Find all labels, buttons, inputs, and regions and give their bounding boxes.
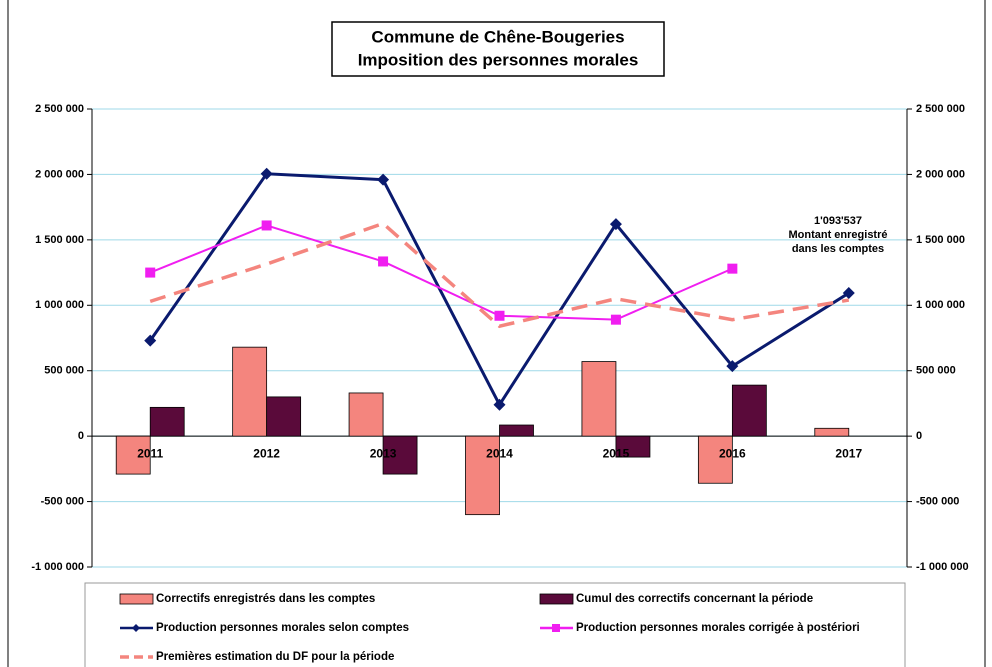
bar [581, 361, 617, 437]
legend-marker [552, 624, 560, 632]
marker [261, 220, 272, 231]
legend-swatch [539, 593, 574, 605]
x-tick-label: 2015 [603, 446, 630, 460]
annotation: Montant enregistré [788, 229, 887, 241]
marker [493, 398, 506, 411]
bar [266, 396, 302, 437]
bar [814, 427, 850, 437]
y2-tick-label: 1 500 000 [916, 234, 965, 246]
bar [232, 346, 268, 437]
marker [842, 287, 855, 300]
x-tick-label: 2013 [370, 446, 397, 460]
bar [499, 424, 534, 437]
x-tick-label: 2011 [137, 446, 163, 460]
y-tick-label: -1 000 000 [31, 561, 84, 573]
marker [610, 314, 621, 325]
marker [260, 167, 273, 180]
y2-tick-label: 500 000 [916, 365, 956, 377]
marker [609, 218, 622, 231]
annotation: 1'093'537 [814, 215, 862, 227]
x-tick-label: 2014 [486, 446, 513, 460]
y-tick-label: 2 500 000 [35, 103, 84, 115]
legend-box [84, 582, 906, 667]
bar [465, 435, 500, 516]
x-tick-label: 2016 [719, 446, 746, 460]
y-tick-label: 500 000 [44, 365, 84, 377]
legend-label: Correctifs enregistrés dans les comptes [156, 593, 375, 605]
bar [115, 435, 151, 475]
marker [727, 263, 738, 274]
y2-tick-label: 2 000 000 [916, 168, 965, 180]
y2-tick-label: 2 500 000 [916, 103, 965, 115]
y-tick-label: -500 000 [41, 495, 84, 507]
title-box [331, 21, 665, 77]
legend-label: Cumul des correctifs concernant la pério… [576, 593, 813, 605]
y2-tick-label: 0 [916, 430, 922, 442]
legend-marker [132, 624, 140, 632]
bar [697, 435, 733, 484]
marker [494, 310, 505, 321]
chart-title: Commune de Chêne-Bougeries [371, 27, 624, 46]
bar [382, 435, 418, 475]
bar [149, 406, 185, 437]
marker [726, 360, 739, 373]
bar [615, 435, 651, 458]
y-tick-label: 1 000 000 [35, 299, 84, 311]
annotation: dans les comptes [792, 243, 884, 255]
marker [145, 267, 156, 278]
bar [731, 384, 767, 437]
legend-label: Production personnes morales corrigée à … [576, 622, 860, 634]
legend-label: Production personnes morales selon compt… [156, 622, 409, 634]
legend-label: Premières estimation du DF pour la pério… [156, 651, 394, 663]
y2-tick-label: -500 000 [916, 495, 959, 507]
chart-subtitle: Imposition des personnes morales [358, 50, 639, 69]
x-tick-label: 2017 [835, 446, 862, 460]
y-tick-label: 0 [78, 430, 84, 442]
legend-swatch [119, 593, 154, 605]
y-tick-label: 1 500 000 [35, 234, 84, 246]
y-tick-label: 2 000 000 [35, 168, 84, 180]
y2-tick-label: -1 000 000 [916, 561, 969, 573]
x-tick-label: 2012 [253, 446, 280, 460]
line-series [149, 224, 733, 321]
bar [348, 392, 384, 437]
marker [378, 256, 389, 267]
marker [144, 334, 157, 347]
y2-tick-label: 1 000 000 [916, 299, 965, 311]
marker [377, 173, 390, 186]
line-series [149, 221, 850, 329]
